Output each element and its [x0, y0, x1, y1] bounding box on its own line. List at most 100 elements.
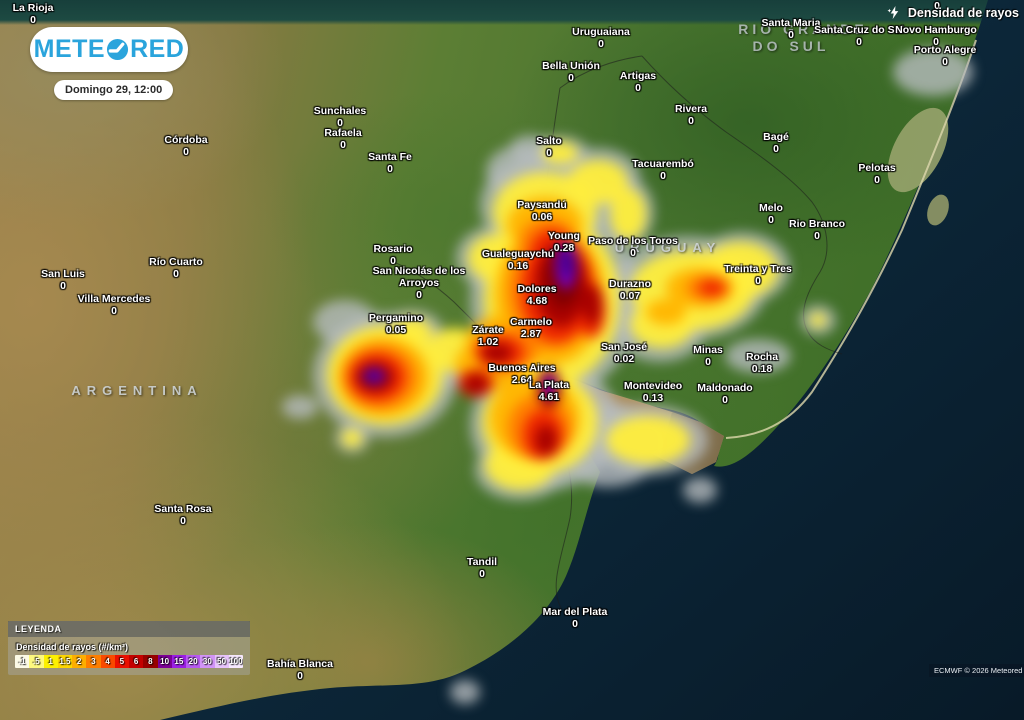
legend-swatch: 100 — [228, 655, 243, 668]
city-label: Zárate 1.02 — [472, 324, 504, 348]
city-name: Santa Maria — [761, 17, 821, 29]
attribution: ECMWF © 2026 Meteored — [929, 664, 1024, 677]
city-label: Rio Branco 0 — [789, 218, 845, 242]
city-label: Córdoba 0 — [164, 134, 207, 158]
legend-swatch: 20 — [186, 655, 201, 668]
density-blob — [606, 416, 690, 464]
region-label: URUGUAY — [614, 240, 722, 255]
city-label: Melo 0 — [759, 202, 783, 226]
city-name: Rio Branco — [788, 218, 846, 230]
atlantic-ocean — [160, 0, 1024, 720]
lagoa-mirim — [927, 194, 949, 226]
city-label: La Plata 4.61 — [529, 379, 569, 403]
city-label: Carmelo 2.87 — [510, 316, 552, 340]
city-label: Bahía Blanca 0 — [267, 658, 333, 682]
city-name: Durazno — [609, 278, 651, 290]
density-blob — [610, 188, 646, 240]
city-value: 0 — [183, 146, 189, 158]
city-name: Mar del Plata — [542, 606, 608, 618]
city-name: Bahía Blanca — [267, 658, 333, 670]
city-value: 0 — [297, 670, 303, 682]
city-value: 0 — [768, 214, 774, 226]
city-value: 0 — [635, 82, 641, 94]
density-blob — [542, 142, 578, 164]
city-value: 4.68 — [526, 295, 548, 307]
city-value: 0 — [660, 170, 666, 182]
city-name: Salto — [536, 135, 562, 147]
city-name: Maldonado — [697, 382, 753, 394]
city-label: Tandil 0 — [467, 556, 497, 580]
city-name: Gualeguaychú — [481, 248, 555, 260]
city-name: La Rioja — [12, 2, 54, 14]
city-name: Paysandú — [517, 199, 567, 211]
city-value: 0 — [874, 174, 880, 186]
legend-swatch: 5 — [114, 655, 129, 668]
city-label: Santa Maria 0 — [762, 17, 821, 41]
city-value: 0 — [416, 289, 422, 301]
city-name: Rafaela — [324, 127, 362, 139]
city-label: Salto 0 — [536, 135, 562, 159]
density-blob — [810, 313, 826, 327]
meteored-logo: METE RED — [30, 27, 188, 72]
logo-o-icon — [107, 38, 129, 61]
city-label: Montevideo 0.13 — [624, 380, 682, 404]
basemap-dark-band — [0, 0, 1024, 25]
city-name: Bella Unión — [542, 60, 600, 72]
map-title: Densidad de rayos — [887, 5, 1019, 20]
city-value: 0 — [30, 14, 36, 26]
density-blob — [646, 299, 686, 325]
city-label: Durazno 0.07 — [609, 278, 651, 302]
city-label: Tacuarembó 0 — [632, 158, 694, 182]
density-blob — [482, 343, 512, 363]
city-value: 0 — [933, 36, 939, 48]
legend-swatch: .1 — [15, 655, 30, 668]
city-name: Montevideo — [623, 380, 683, 392]
city-label: Young 0.28 — [548, 230, 580, 254]
city-value: 0 — [598, 38, 604, 50]
city-label: Rosario 0 — [373, 243, 412, 267]
legend-swatch: 2 — [72, 655, 87, 668]
city-label: La Rioja 0 — [13, 2, 54, 26]
city-value: 0 — [479, 568, 485, 580]
city-value: 0.05 — [385, 324, 407, 336]
density-blob — [450, 680, 480, 704]
legend-swatch: 3 — [86, 655, 101, 668]
city-name: Villa Mercedes — [77, 293, 151, 305]
city-name: Minas — [693, 344, 723, 356]
legend-swatch: 30 — [200, 655, 215, 668]
density-blob — [367, 371, 379, 381]
city-label: Santa Cruz do Sul 0 — [814, 24, 904, 48]
city-label: Bella Unión 0 — [542, 60, 600, 84]
city-name: La Plata — [528, 379, 570, 391]
city-label: Pelotas 0 — [858, 162, 895, 186]
region-label: ARGENTINA — [71, 383, 203, 398]
city-value: 0.16 — [507, 260, 529, 272]
city-value: 4.61 — [538, 391, 560, 403]
city-name: Carmelo — [509, 316, 553, 328]
city-value: 0 — [630, 247, 636, 259]
legend-scale-label: Densidad de rayos (#/km²) — [16, 642, 129, 652]
city-name: Rivera — [674, 103, 708, 115]
city-label: Pergamino 0.05 — [369, 312, 423, 336]
legend-color-scale: .1.5 1 1.5 2 3 4 5 6 8 10 15 20 30 50 100 — [15, 655, 243, 668]
city-name: Pelotas — [858, 162, 896, 174]
city-label: Buenos Aires 2.64 — [488, 362, 555, 386]
city-label: Dolores 4.68 — [517, 283, 556, 307]
logo-text-pre: METE — [33, 35, 106, 63]
density-blob — [725, 339, 791, 373]
city-value: 0 — [111, 305, 117, 317]
city-name: Uruguaiana — [572, 26, 630, 38]
city-label: Santa Fe 0 — [368, 151, 412, 175]
city-label: Uruguaiana 0 — [572, 26, 630, 50]
density-blob — [561, 247, 573, 277]
city-name: Zárate — [472, 324, 504, 336]
city-value: 0.13 — [642, 392, 664, 404]
lagoa-dos-patos — [887, 107, 949, 193]
city-name: San Nicolás de los Arroyos — [372, 265, 466, 289]
legend-swatch: 10 — [157, 655, 172, 668]
city-label: Minas 0 — [693, 344, 723, 368]
city-label: Sunchales 0 — [314, 105, 367, 129]
legend-swatch: 4 — [100, 655, 115, 668]
city-value: 0.18 — [751, 363, 773, 375]
city-name: Artigas — [619, 70, 657, 82]
